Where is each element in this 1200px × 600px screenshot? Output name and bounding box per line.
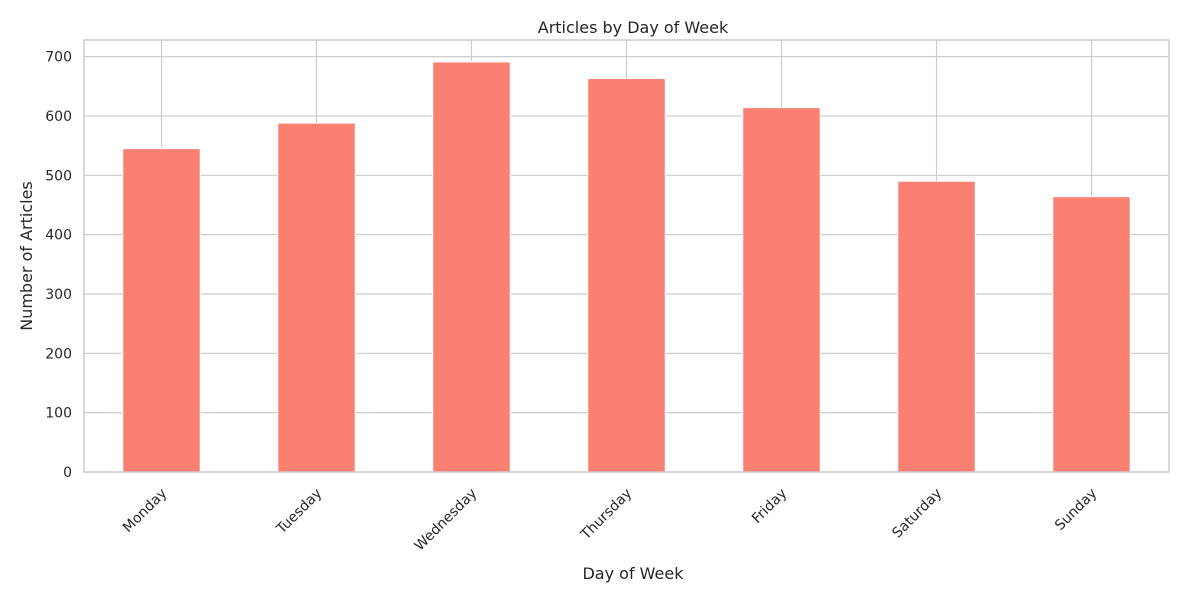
plot-frame xyxy=(83,39,1170,473)
bar-thursday xyxy=(587,78,666,473)
y-tick-label: 500 xyxy=(45,168,72,184)
x-tick-label-thursday: Thursday xyxy=(577,486,635,544)
y-tick-label: 600 xyxy=(45,109,72,125)
bar-tuesday xyxy=(277,122,356,473)
x-tick-label-wednesday: Wednesday xyxy=(412,486,481,555)
bar-wednesday xyxy=(432,61,511,473)
bar-friday xyxy=(742,107,821,473)
y-tick-labels: 0 100 200 300 400 500 600 700 xyxy=(45,50,72,481)
y-tick-label: 100 xyxy=(45,406,72,422)
y-axis-label: Number of Articles xyxy=(17,181,36,331)
bar-monday xyxy=(122,148,201,473)
y-tick-label: 400 xyxy=(45,228,72,244)
x-axis-label: Day of Week xyxy=(582,564,684,583)
x-tick-label-tuesday: Tuesday xyxy=(273,486,325,538)
bar-saturday xyxy=(897,180,976,473)
x-tick-labels: Monday Tuesday Wednesday Thursday Friday Satu… xyxy=(120,486,1100,555)
y-tick-label: 0 xyxy=(63,465,72,481)
x-tick-label-friday: Friday xyxy=(749,486,790,527)
bar-sunday xyxy=(1052,196,1131,473)
x-tick-label-sunday: Sunday xyxy=(1052,486,1100,534)
y-tick-label: 300 xyxy=(45,287,72,303)
x-tick-label-monday: Monday xyxy=(120,486,170,536)
bars xyxy=(122,61,1131,473)
chart-title: Articles by Day of Week xyxy=(538,18,729,37)
y-tick-label: 700 xyxy=(45,50,72,66)
y-tick-label: 200 xyxy=(45,346,72,362)
x-tick-label-saturday: Saturday xyxy=(889,486,945,542)
